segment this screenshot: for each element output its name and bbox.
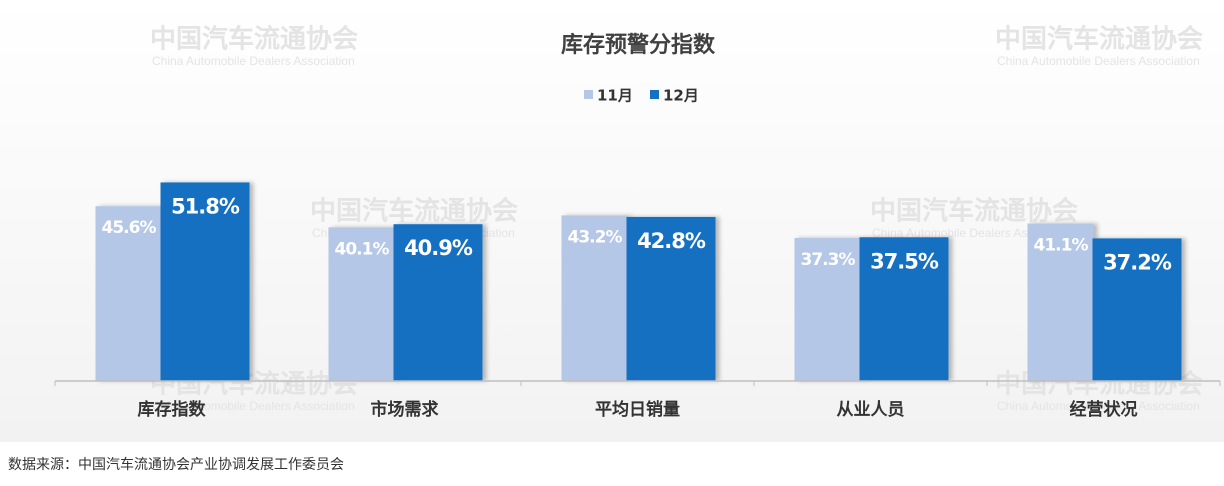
watermark: 中国汽车流通协会 [150, 24, 358, 55]
value-label: 40.1% [335, 239, 390, 259]
watermark-en: China Automobile Dealers Association [872, 226, 1075, 240]
legend-swatch [650, 90, 659, 99]
watermark: 中国汽车流通协会 [310, 196, 518, 227]
chart-title: 库存预警分指数 [561, 32, 716, 58]
watermark-en: China Automobile Dealers Association [997, 54, 1200, 68]
value-label: 42.8% [637, 229, 706, 253]
bar [859, 237, 949, 381]
x-tick-label: 从业人员 [837, 400, 905, 420]
value-label: 45.6% [102, 218, 157, 238]
bar [561, 215, 628, 381]
legend-label: 11月 [597, 87, 633, 105]
value-label: 41.1% [1034, 235, 1089, 255]
watermark-en: China Automobile Dealers Association [997, 399, 1200, 413]
bar [794, 238, 861, 381]
bar [95, 206, 162, 381]
bar [626, 216, 716, 381]
value-label: 37.5% [870, 249, 939, 273]
x-tick-label: 经营状况 [1070, 399, 1138, 420]
value-label: 37.2% [1103, 250, 1172, 274]
legend-label: 12月 [663, 87, 699, 105]
watermark: 中国汽车流通协会 [870, 196, 1078, 227]
watermark-en: China Automobile Dealers Association [152, 54, 355, 68]
watermark: 中国汽车流通协会 [995, 24, 1203, 55]
bar [1092, 238, 1182, 381]
watermark-en: China Automobile Dealers Association [152, 399, 355, 413]
x-tick-label: 库存指数 [138, 399, 207, 420]
x-tick-label: 市场需求 [371, 399, 439, 420]
value-label: 43.2% [568, 227, 623, 247]
source-note: 数据来源：中国汽车流通协会产业协调发展工作委员会 [8, 456, 344, 473]
bar [393, 224, 483, 381]
bar [1027, 223, 1094, 381]
bar [328, 227, 395, 381]
bar [160, 182, 250, 381]
value-label: 40.9% [404, 236, 473, 260]
value-label: 51.8% [171, 194, 240, 218]
legend-swatch [584, 90, 593, 99]
value-label: 37.3% [801, 250, 856, 270]
x-tick-label: 平均日销量 [595, 399, 680, 420]
